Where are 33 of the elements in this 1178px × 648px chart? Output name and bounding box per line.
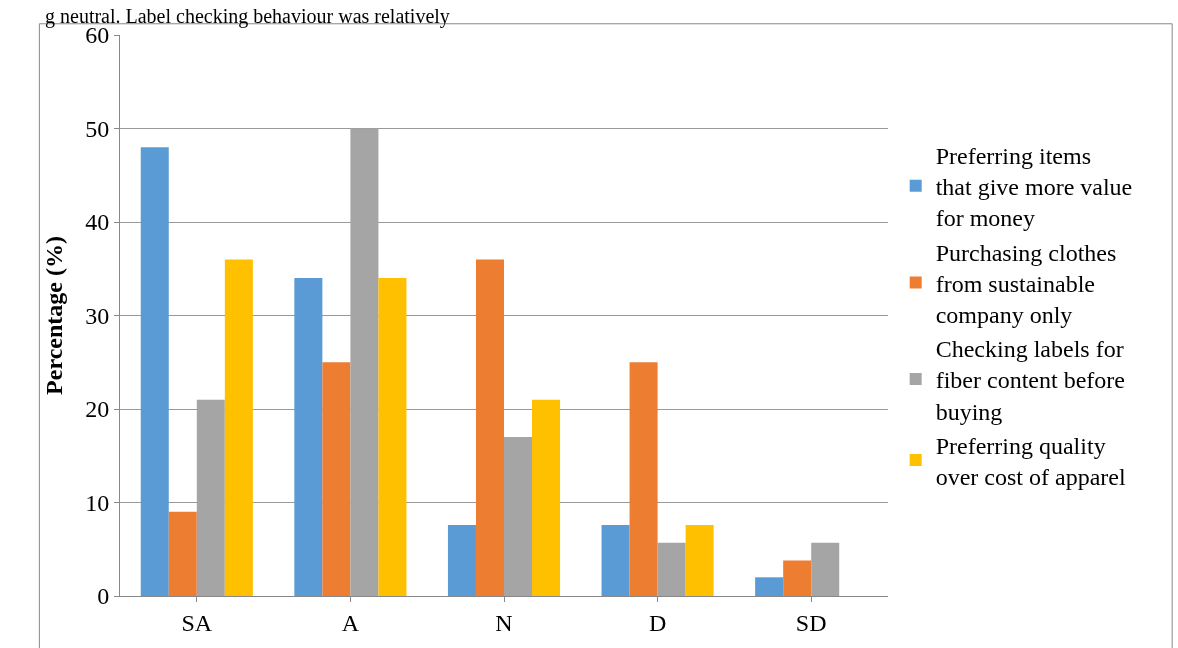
bar <box>811 542 840 596</box>
bar <box>755 577 784 596</box>
bar <box>294 278 323 596</box>
bar <box>601 524 630 596</box>
bar <box>783 560 812 596</box>
y-tick-label: 10 <box>85 489 110 516</box>
bar <box>475 259 504 596</box>
x-tick-label: N <box>495 609 513 636</box>
y-tick-label: 50 <box>85 115 110 142</box>
bar <box>532 399 561 596</box>
bar <box>629 362 658 596</box>
bar <box>378 278 407 596</box>
bar <box>447 524 476 596</box>
y-axis-title: Percentage (%) <box>41 236 68 395</box>
x-tick-label: SD <box>795 609 827 636</box>
y-tick-label: 20 <box>85 396 110 423</box>
x-tick-label: D <box>648 609 667 636</box>
bar <box>224 259 253 596</box>
bar <box>168 511 197 596</box>
legend-label: Checking labels for fiber content before buying <box>935 336 1125 425</box>
x-tick-label: SA <box>181 609 213 636</box>
bar <box>140 147 169 596</box>
legend-label: Preferring quality over cost of apparel <box>935 432 1126 490</box>
bar <box>322 362 351 596</box>
y-tick-label: 30 <box>85 302 110 329</box>
bar <box>685 524 714 596</box>
x-tick-label: A <box>341 609 360 636</box>
y-tick-label: 0 <box>97 583 110 610</box>
y-tick-label: 40 <box>85 209 110 236</box>
bar <box>504 437 533 596</box>
bar <box>657 542 686 596</box>
legend-label: Purchasing clothes from sustainable company only <box>935 239 1117 328</box>
legend-label: Preferring items that give more value for money <box>935 142 1133 232</box>
